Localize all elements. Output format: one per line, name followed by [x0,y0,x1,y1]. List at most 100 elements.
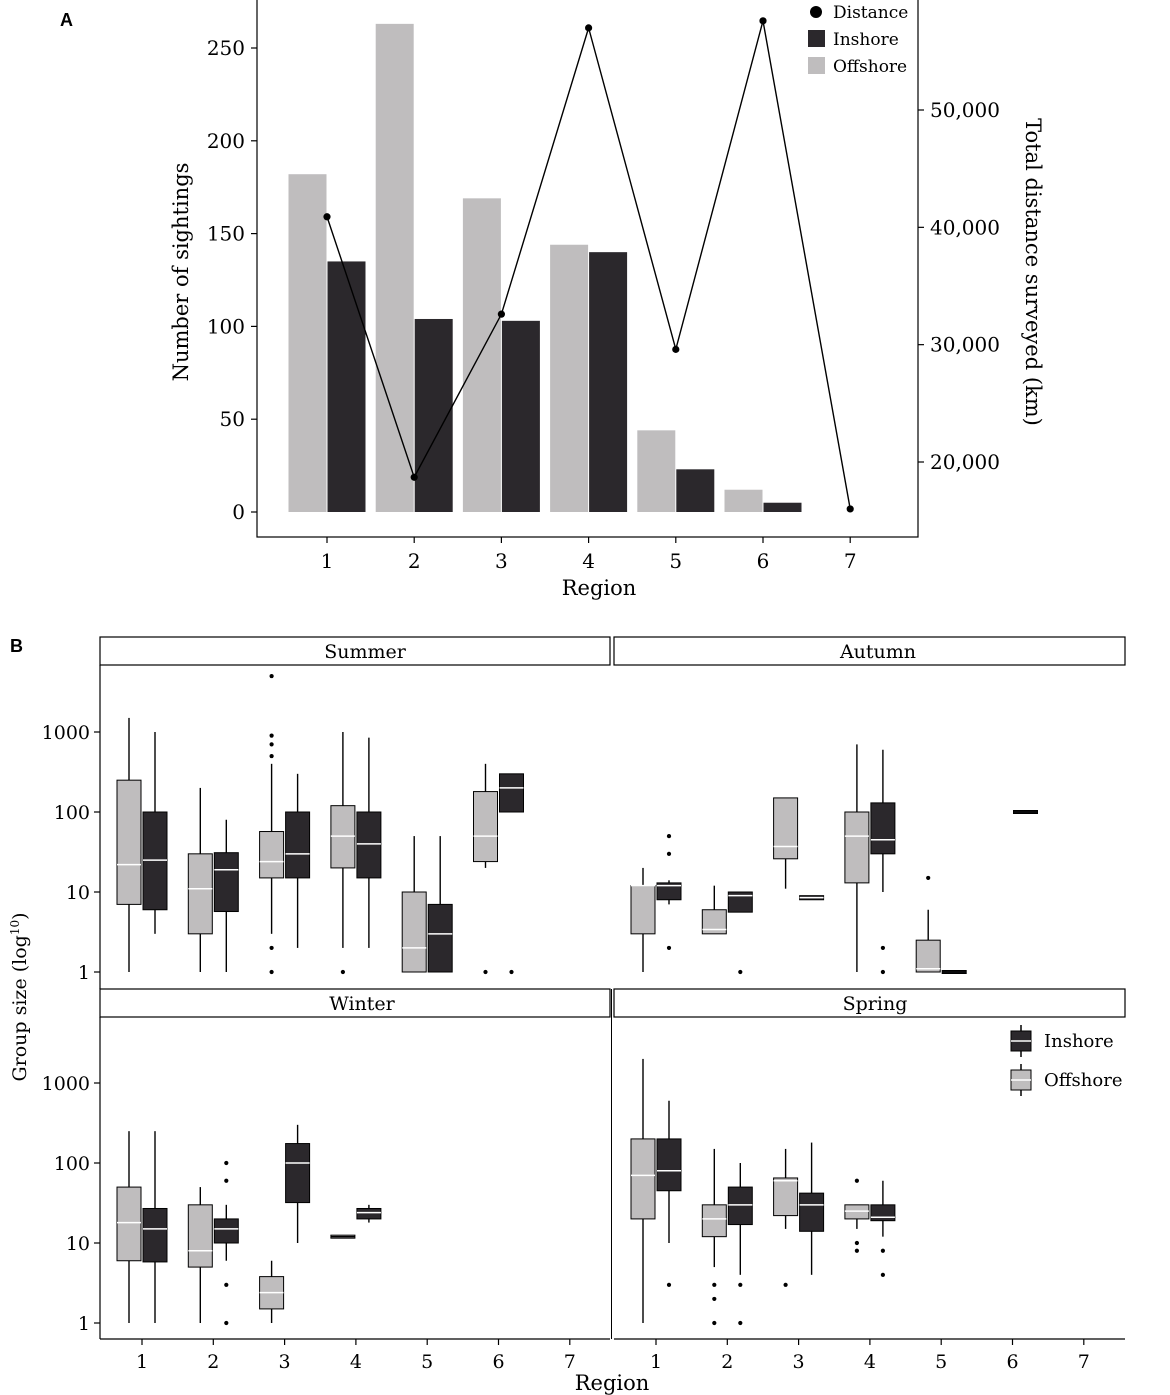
spring-x-tick-label-2: 2 [721,1351,733,1373]
spring-region-1-inshore-iqr [656,1138,682,1192]
x-tick-label-5: 5 [669,549,682,573]
bar-inshore-region-2 [414,318,453,512]
distance-point-region-3 [497,310,505,318]
panel-a-distance-line [323,17,854,513]
spring-region-2-offshore-box [701,1148,727,1326]
panel-label-b: B [10,636,23,656]
facet-strip-autumn [613,636,1126,666]
y-tick-label-150: 150 [207,222,245,246]
autumn-region-3-offshore-box [773,797,799,889]
autumn-region-1-inshore-outlier-2 [666,833,672,839]
spring-region-4-offshore-outlier-1 [854,1240,860,1246]
autumn-region-5-offshore-outlier-0 [926,875,931,881]
winter-x-tick-label-7: 7 [564,1351,576,1373]
summer-region-3-offshore-outlier-0 [269,969,274,975]
spring-region-4-inshore-outlier-1 [880,1248,886,1253]
autumn-region-5-offshore-box [915,875,941,973]
spring-region-3-inshore-box [799,1142,825,1275]
summer-region-6-offshore-outlier-0 [483,969,488,975]
autumn-region-6-inshore-box [1013,810,1038,814]
panel-a-bars [288,23,802,512]
panel-a-y-axis-title: Number of sightings [169,163,193,382]
summer-region-6-inshore-box [499,773,524,975]
autumn-region-1-offshore-box [630,867,656,972]
legend-distance-label: Distance [833,3,908,23]
summer-region-4-offshore-outlier-0 [340,969,345,975]
autumn-region-5-offshore-iqr [915,939,941,973]
spring-region-1-offshore-box [630,1058,656,1323]
y2-tick-label-20000: 20,000 [930,450,1000,474]
winter-x-tick-label-2: 2 [207,1351,219,1373]
distance-point-region-6 [759,17,767,25]
facet-strip-spring [613,988,1126,1018]
y-tick-label-250: 250 [207,36,245,60]
autumn-region-2-inshore-box [727,891,753,975]
spring-region-2-offshore-outlier-1 [712,1296,717,1302]
facet-strip-winter [99,988,611,1018]
autumn-region-4-inshore-box [870,749,896,975]
summer-region-3-offshore-box [259,673,285,975]
winter-region-1-inshore-box [142,1131,168,1323]
winter-y-tick-label-1: 1 [78,1313,90,1335]
spring-region-2-inshore-outlier-0 [738,1320,743,1326]
summer-region-2-inshore-box [213,819,239,972]
spring-region-3-offshore-iqr [773,1177,799,1217]
x-tick-label-3: 3 [495,549,508,573]
winter-y-tick-label-1000: 1000 [42,1073,90,1095]
summer-region-1-offshore-box [116,717,142,972]
winter-region-2-offshore-box [187,1187,213,1323]
facet-title-autumn: Autumn [839,641,916,663]
panel-b-legend: Inshore Offshore [1010,1025,1122,1096]
summer-y-tick-label-100: 100 [54,802,90,824]
y2-tick-label-40000: 40,000 [930,215,1000,239]
y-tick-label-0: 0 [232,500,245,524]
winter-region-1-offshore-box [116,1131,142,1323]
bar-inshore-region-5 [676,469,715,512]
bar-offshore-region-1 [288,174,327,512]
spring-region-3-offshore-box [773,1148,799,1287]
panel-b-y-axis-title: Group size (log10) [8,912,31,1081]
winter-region-2-inshore-box [213,1160,239,1326]
summer-region-5-offshore-iqr [401,891,427,973]
spring-region-2-inshore-iqr [727,1186,753,1226]
panel-b-y-axis-title-main: Group size (log [9,935,31,1081]
spring-region-3-inshore-iqr [799,1192,825,1232]
y-tick-label-100: 100 [207,314,245,338]
spring-x-tick-label-6: 6 [1006,1351,1018,1373]
summer-region-6-inshore-iqr [499,773,524,813]
legend-offshore-swatch [808,57,825,74]
winter-x-tick-label-1: 1 [136,1351,148,1373]
autumn-region-5-inshore-box [941,970,967,974]
summer-region-5-offshore-box [401,836,427,973]
summer-y-tick-label-10: 10 [66,882,90,904]
summer-region-3-inshore-iqr [285,811,311,879]
winter-y-tick-label-100: 100 [54,1153,90,1175]
winter-region-4-offshore-box [330,1234,356,1239]
y-tick-label-50: 50 [220,407,245,431]
winter-region-2-inshore-iqr [213,1218,239,1244]
summer-region-3-offshore-iqr [259,831,285,879]
winter-x-tick-label-3: 3 [279,1351,291,1373]
autumn-region-4-inshore-outlier-0 [880,969,886,975]
spring-region-4-inshore-outlier-0 [880,1272,886,1277]
spring-region-3-offshore-outlier-0 [783,1282,788,1287]
winter-region-1-offshore-iqr [116,1186,142,1262]
distance-point-region-5 [672,345,680,353]
bar-inshore-region-4 [589,252,628,512]
spring-region-4-offshore-outlier-2 [854,1178,860,1183]
panel-a-x-axis-title: Region [562,576,637,600]
panel-a-x-axis: 1 2 3 4 5 6 7 [321,537,857,573]
panel-a-legend: Distance Inshore Offshore [808,3,908,77]
y-tick-label-200: 200 [207,129,245,153]
winter-region-2-offshore-iqr [187,1204,213,1268]
legend-b-inshore-label: Inshore [1044,1031,1114,1052]
panel-a-left-axis: 0 50 100 150 200 250 [207,36,257,524]
bar-offshore-region-5 [637,430,676,512]
legend-offshore-label: Offshore [833,57,907,77]
spring-x-tick-label-3: 3 [793,1351,805,1373]
spring-region-2-offshore-outlier-2 [712,1282,717,1287]
distance-point-region-1 [323,213,331,221]
winter-x-tick-label-5: 5 [421,1351,433,1373]
autumn-region-2-inshore-iqr [727,891,753,913]
